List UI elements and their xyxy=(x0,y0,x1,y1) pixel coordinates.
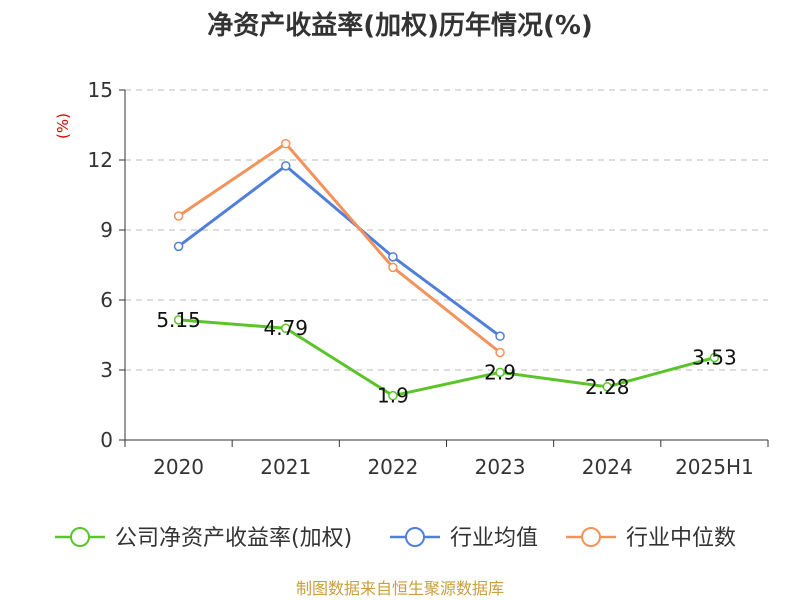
legend-item[interactable]: 行业均值 xyxy=(390,526,538,551)
data-point xyxy=(709,352,720,363)
source-note: 制图数据来自恒生聚源数据库 xyxy=(296,579,504,598)
legend-marker xyxy=(581,527,601,547)
legend-marker xyxy=(405,527,425,547)
data-label: 2.28 xyxy=(585,375,630,399)
y-tick-label: 0 xyxy=(100,428,113,452)
legend-label: 行业均值 xyxy=(450,526,538,551)
data-label: 1.9 xyxy=(377,384,409,408)
legend-item[interactable]: 公司净资产收益率(加权) xyxy=(55,526,352,551)
data-point xyxy=(281,161,291,171)
data-point xyxy=(388,262,398,273)
x-tick-label: 2023 xyxy=(475,455,526,479)
data-label: 3.53 xyxy=(692,346,737,370)
y-tick-label: 3 xyxy=(100,358,113,382)
chart-title: 净资产收益率(加权)历年情况(%) xyxy=(207,10,593,41)
legend-label: 行业中位数 xyxy=(626,526,736,551)
data-point xyxy=(173,241,184,252)
x-tick-label: 2021 xyxy=(260,455,311,479)
data-point xyxy=(495,367,505,378)
legend[interactable]: 公司净资产收益率(加权) 行业均值 行业中位数 xyxy=(55,526,736,551)
data-point xyxy=(388,390,398,401)
legend-label: 公司净资产收益率(加权) xyxy=(115,526,352,551)
y-tick-label: 9 xyxy=(100,218,113,242)
data-label: 4.79 xyxy=(263,316,308,340)
x-tick-label: 2025H1 xyxy=(675,455,754,479)
data-point xyxy=(602,382,612,392)
y-tick-label: 6 xyxy=(100,288,113,312)
data-point xyxy=(388,252,398,262)
series-line xyxy=(177,164,501,338)
y-tick-labels: 0 3 6 9 12 15 xyxy=(88,78,113,452)
data-point xyxy=(495,331,505,341)
legend-marker xyxy=(70,527,90,547)
axes xyxy=(119,89,769,447)
legend-item[interactable]: 行业中位数 xyxy=(566,526,736,551)
data-label: 5.15 xyxy=(156,308,201,332)
y-axis-label: (%) xyxy=(54,113,72,139)
data-label: 2.9 xyxy=(484,360,516,384)
x-tick-label: 2024 xyxy=(582,455,633,479)
y-tick-label: 12 xyxy=(88,148,113,172)
data-point xyxy=(281,323,291,333)
data-labels: 5.15 4.79 1.9 2.9 2.28 3.53 xyxy=(156,308,736,408)
y-tick-label: 15 xyxy=(88,78,113,102)
x-tick-label: 2020 xyxy=(153,455,204,479)
series-lines xyxy=(173,138,720,401)
grid-lines xyxy=(125,89,768,371)
x-tick-label: 2022 xyxy=(367,455,418,479)
data-point xyxy=(173,211,184,221)
series-line xyxy=(177,142,502,354)
x-tick-labels: 2020 2021 2022 2023 2024 2025H1 xyxy=(153,455,754,479)
data-point xyxy=(173,315,184,325)
series-line xyxy=(178,318,715,398)
data-point xyxy=(495,347,505,358)
data-point xyxy=(281,138,291,149)
